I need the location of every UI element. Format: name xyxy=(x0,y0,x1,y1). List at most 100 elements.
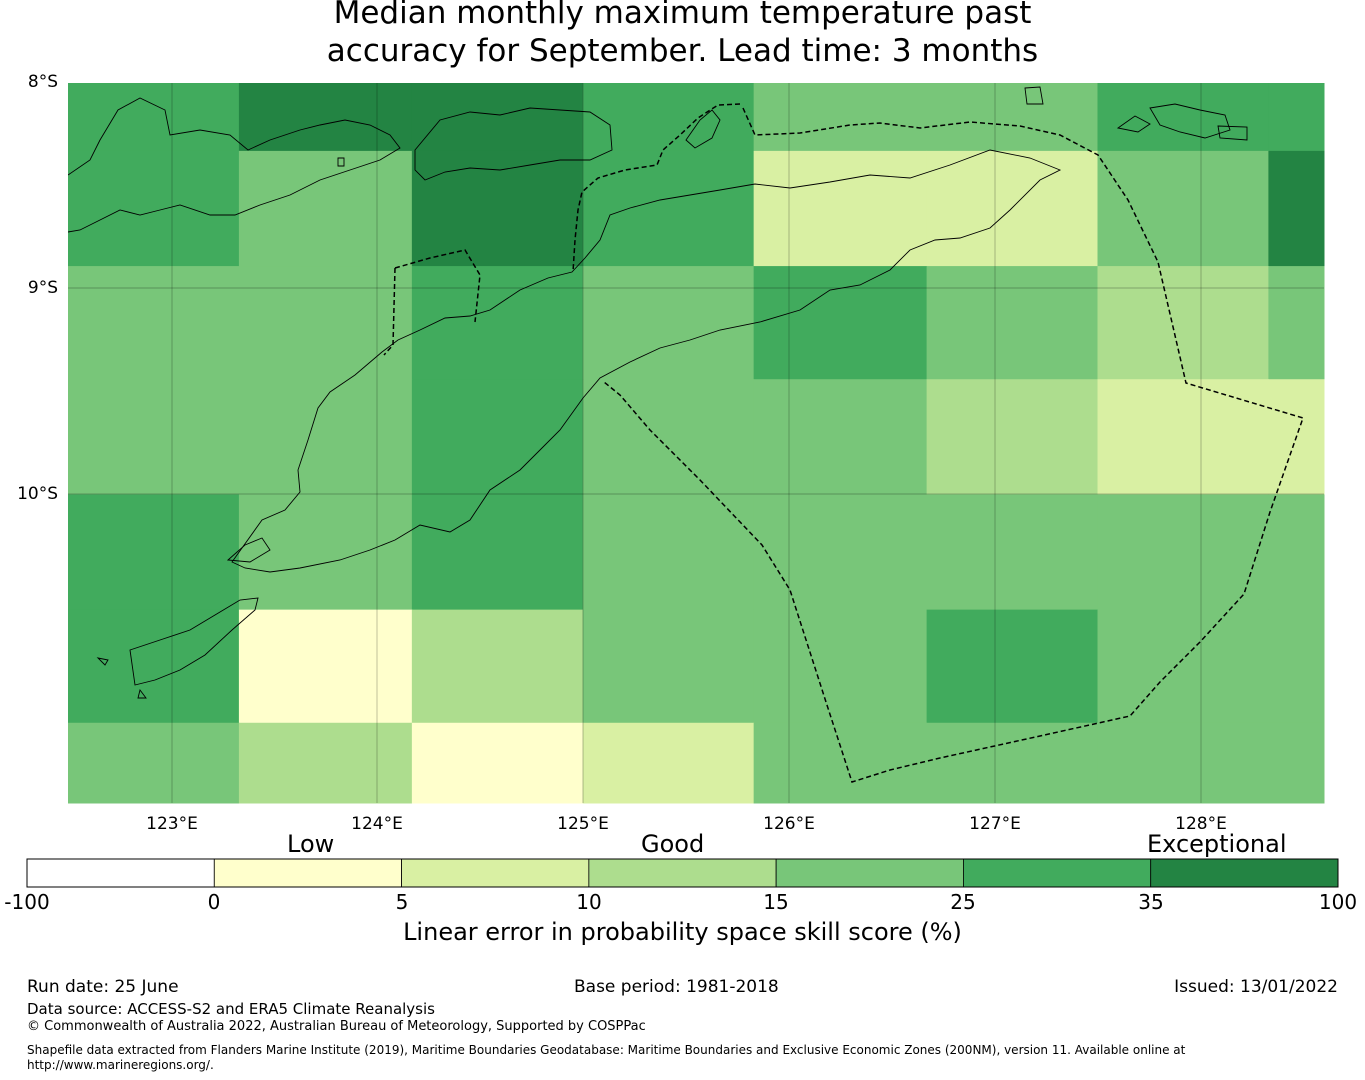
colorbar-segment xyxy=(401,858,590,888)
shapefile-credit: Shapefile data extracted from Flanders M… xyxy=(27,1043,1186,1072)
alor-coastline xyxy=(414,107,613,181)
skill-cell xyxy=(753,83,928,152)
island-coastline xyxy=(1024,86,1044,105)
lat-label: 9°S xyxy=(27,278,58,298)
skill-cell xyxy=(582,266,755,380)
skill-cell xyxy=(1097,83,1269,152)
lat-label: 8°S xyxy=(27,72,58,92)
island-coastline xyxy=(337,157,345,167)
island-coastline xyxy=(1116,115,1151,133)
skill-cell xyxy=(753,609,928,724)
colorbar-tick: 35 xyxy=(1138,890,1164,914)
colorbar-segment xyxy=(26,858,215,888)
colorbar-segment xyxy=(588,858,777,888)
island-coastline xyxy=(129,597,259,686)
skill-cell xyxy=(68,494,240,611)
skill-cell xyxy=(1268,609,1325,724)
lon-label: 125°E xyxy=(557,814,609,834)
island-coastline xyxy=(96,657,109,666)
colorbar-tick: 0 xyxy=(207,890,221,914)
category-exceptional: Exceptional xyxy=(1147,830,1287,858)
colorbar-segment xyxy=(963,858,1152,888)
skill-cell xyxy=(238,266,413,380)
skill-cell xyxy=(1268,722,1325,804)
skill-cell xyxy=(68,266,240,380)
coastlines xyxy=(68,86,1248,699)
colorbar-segment xyxy=(213,858,402,888)
wetar-coastline xyxy=(1149,103,1231,139)
colorbar-tick: 5 xyxy=(395,890,409,914)
colorbar-tick: -100 xyxy=(4,890,50,914)
skill-cell xyxy=(1268,266,1325,380)
skill-cell xyxy=(926,150,1099,267)
skill-cell xyxy=(1268,150,1325,267)
map-title: Median monthly maximum temperature past … xyxy=(0,0,1365,70)
colorbar-tick: 25 xyxy=(950,890,976,914)
skill-cell xyxy=(1097,494,1269,611)
lat-label: 10°S xyxy=(17,484,58,504)
island-coastline xyxy=(1217,125,1248,141)
skill-cell xyxy=(238,722,413,804)
lon-label: 126°E xyxy=(763,814,815,834)
base-period: Base period: 1981-2018 xyxy=(574,977,779,997)
maritime-boundaries xyxy=(383,103,1304,783)
lon-label: 123°E xyxy=(146,814,198,834)
eez-boundary xyxy=(603,107,1304,783)
skill-cell xyxy=(926,266,1099,380)
skill-cell xyxy=(411,83,584,152)
colorbar-segment xyxy=(775,858,964,888)
skill-cell xyxy=(753,722,928,804)
colorbar-label: Linear error in probability space skill … xyxy=(403,918,962,946)
colorbar-segment xyxy=(1150,858,1339,888)
island-coastline xyxy=(137,688,147,699)
skill-cell xyxy=(1268,83,1325,152)
eez-boundary xyxy=(572,103,741,273)
skill-cell xyxy=(68,722,240,804)
skill-cell xyxy=(582,494,755,611)
island-coastline xyxy=(226,537,271,563)
skill-cell xyxy=(238,83,413,152)
skill-cell xyxy=(1097,150,1269,267)
data-source: Data source: ACCESS-S2 and ERA5 Climate … xyxy=(27,1000,435,1018)
skill-cell xyxy=(753,266,928,380)
skill-cell xyxy=(68,379,240,495)
skill-cell xyxy=(582,609,755,724)
skill-cell xyxy=(238,609,413,724)
lon-label: 128°E xyxy=(1175,814,1227,834)
skill-cell xyxy=(926,722,1099,804)
skill-cell xyxy=(411,722,584,804)
lon-label: 127°E xyxy=(969,814,1021,834)
skill-cell xyxy=(411,609,584,724)
skill-cell xyxy=(582,83,755,152)
skill-cell xyxy=(238,494,413,611)
skill-cell xyxy=(238,379,413,495)
skill-cell xyxy=(926,609,1099,724)
gridlines xyxy=(68,83,1324,803)
skill-cell xyxy=(411,150,584,267)
skill-cell xyxy=(582,379,755,495)
skill-cell xyxy=(238,150,413,267)
skill-cell xyxy=(1097,722,1269,804)
title-line-1: Median monthly maximum temperature past xyxy=(333,0,1032,31)
skill-cell xyxy=(68,150,240,267)
skill-cell xyxy=(582,722,755,804)
atauro-coastline xyxy=(685,109,721,149)
run-date: Run date: 25 June xyxy=(27,977,179,997)
skill-cell xyxy=(926,379,1099,495)
colorbar-tick: 15 xyxy=(763,890,789,914)
skill-cell xyxy=(753,494,928,611)
oecusse-boundary xyxy=(383,249,481,356)
timor-coastline xyxy=(231,149,1062,573)
skill-cell xyxy=(68,609,240,724)
flores-coastline xyxy=(68,97,401,233)
skill-cell xyxy=(1097,379,1269,495)
issued-date: Issued: 13/01/2022 xyxy=(1174,977,1338,997)
lon-label: 124°E xyxy=(351,814,403,834)
skill-cell xyxy=(411,494,584,611)
category-low: Low xyxy=(287,830,335,858)
skill-cell xyxy=(1097,609,1269,724)
skill-cell xyxy=(926,494,1099,611)
skill-cell xyxy=(926,83,1099,152)
colorbar-tick: 100 xyxy=(1318,890,1358,914)
